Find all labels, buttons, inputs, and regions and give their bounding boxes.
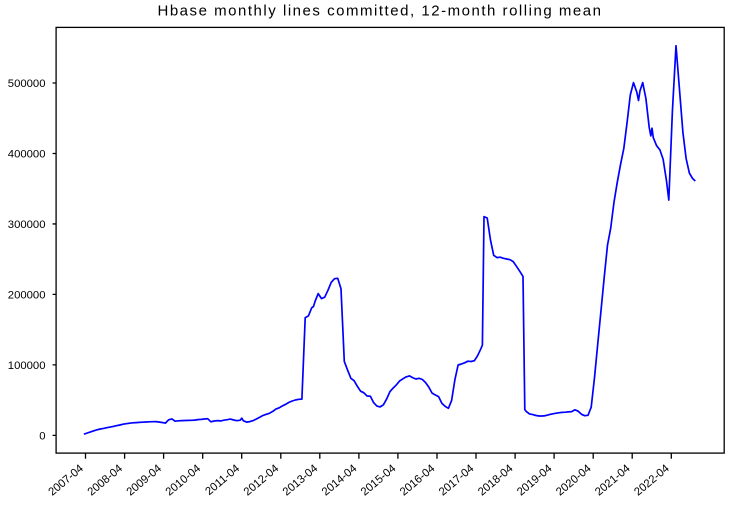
svg-text:300000: 300000 — [8, 219, 46, 231]
svg-text:Hbase monthly lines committed,: Hbase monthly lines committed, 12-month … — [157, 2, 602, 19]
svg-text:500000: 500000 — [8, 78, 46, 90]
svg-text:100000: 100000 — [8, 360, 46, 372]
svg-text:200000: 200000 — [8, 290, 46, 302]
svg-text:0: 0 — [39, 431, 45, 443]
svg-text:400000: 400000 — [8, 149, 46, 161]
